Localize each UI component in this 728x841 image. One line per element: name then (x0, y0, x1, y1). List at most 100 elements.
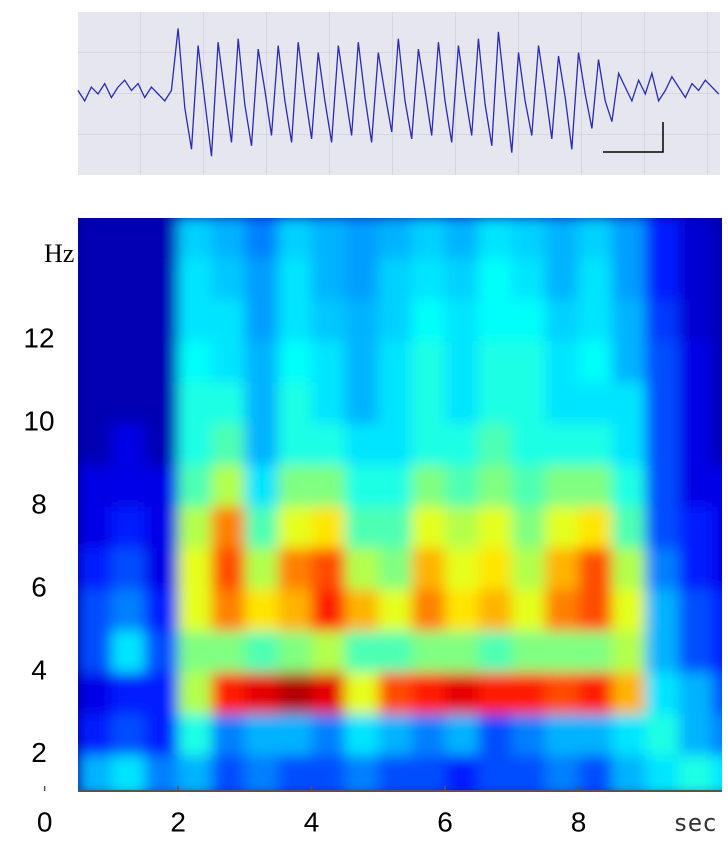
heatmap-cell (311, 588, 346, 631)
heatmap-cell (578, 257, 613, 300)
heatmap-cell (344, 588, 379, 631)
heatmap-cell (378, 298, 413, 341)
heatmap-cell (645, 630, 680, 673)
heatmap-cell (511, 713, 546, 756)
heatmap-cell (244, 713, 279, 756)
heatmap-cell (545, 671, 580, 714)
heatmap-cell (711, 713, 722, 756)
heatmap-cell (311, 754, 346, 790)
heatmap-cell (411, 671, 446, 714)
heatmap-cell (478, 218, 513, 258)
heatmap-cell (445, 713, 479, 756)
heatmap-cell (211, 506, 246, 549)
heatmap-cell (445, 464, 479, 507)
heatmap-cell (611, 547, 646, 590)
heatmap-cell (678, 381, 713, 424)
heatmap-cell (278, 671, 313, 714)
y-tick-label: 8 (31, 488, 47, 519)
heatmap-cell (445, 754, 479, 790)
heatmap-cell (244, 340, 279, 383)
y-tick-label: 12 (23, 323, 54, 354)
x-tick-label: 4 (304, 806, 320, 837)
heatmap-cell (311, 381, 346, 424)
heatmap-cell (478, 464, 513, 507)
heatmap-cell (178, 754, 212, 790)
heatmap (78, 218, 722, 790)
y-tick-label: 2 (31, 737, 47, 768)
heatmap-cell (411, 464, 446, 507)
heatmap-cell (178, 340, 212, 383)
heatmap-cell (111, 630, 146, 673)
heatmap-cell (545, 257, 580, 300)
heatmap-cell (511, 464, 546, 507)
x-tick-label: 6 (437, 806, 453, 837)
heatmap-cell (478, 340, 513, 383)
heatmap-cell (511, 257, 546, 300)
heatmap-cell (678, 547, 713, 590)
heatmap-cell (111, 381, 146, 424)
heatmap-cell (144, 506, 179, 549)
heatmap-cell (645, 340, 680, 383)
heatmap-cell (211, 671, 246, 714)
heatmap-cell (244, 381, 279, 424)
heatmap-cell (144, 340, 179, 383)
heatmap-cell (611, 754, 646, 790)
heatmap-cell (78, 464, 112, 507)
heatmap-cell (378, 754, 413, 790)
heatmap-cell (678, 588, 713, 631)
heatmap-cell (278, 754, 313, 790)
heatmap-cell (678, 340, 713, 383)
heatmap-cell (111, 506, 146, 549)
heatmap-cell (78, 257, 112, 300)
heatmap-cell (378, 257, 413, 300)
heatmap-cell (178, 588, 212, 631)
heatmap-cell (478, 713, 513, 756)
x-tick-label: 0 (37, 806, 53, 837)
heatmap-cell (411, 588, 446, 631)
heatmap-cell (111, 340, 146, 383)
heatmap-cell (678, 671, 713, 714)
heatmap-cell (478, 423, 513, 466)
x-tick-label: 8 (571, 806, 587, 837)
heatmap-cell (178, 218, 212, 258)
heatmap-cell (578, 754, 613, 790)
heatmap-cell (378, 713, 413, 756)
heatmap-cell (344, 381, 379, 424)
heatmap-cell (378, 506, 413, 549)
heatmap-cell (645, 464, 680, 507)
heatmap-cell (645, 381, 680, 424)
heatmap-cell (645, 257, 680, 300)
heatmap-cell (378, 588, 413, 631)
heatmap-cell (678, 506, 713, 549)
heatmap-cell (311, 506, 346, 549)
heatmap-cell (678, 713, 713, 756)
heatmap-cell (711, 298, 722, 341)
heatmap-cell (611, 257, 646, 300)
heatmap-cell (111, 298, 146, 341)
heatmap-cell (578, 588, 613, 631)
heatmap-cell (111, 671, 146, 714)
heatmap-cell (278, 464, 313, 507)
heatmap-cell (645, 506, 680, 549)
heatmap-cell (611, 381, 646, 424)
heatmap-cell (445, 298, 479, 341)
heatmap-cell (511, 381, 546, 424)
heatmap-cell (344, 257, 379, 300)
y-tick-label: 10 (23, 406, 54, 437)
heatmap-cell (578, 713, 613, 756)
heatmap-cell (678, 423, 713, 466)
heatmap-cell (611, 423, 646, 466)
heatmap-cell (344, 630, 379, 673)
heatmap-cell (578, 547, 613, 590)
heatmap-cell (445, 423, 479, 466)
heatmap-cell (178, 547, 212, 590)
heatmap-cell (378, 630, 413, 673)
heatmap-cell (578, 381, 613, 424)
heatmap-cell (278, 218, 313, 258)
heatmap-cell (78, 630, 112, 673)
heatmap-cell (344, 464, 379, 507)
heatmap-cell (611, 298, 646, 341)
heatmap-cell (111, 713, 146, 756)
heatmap-cell (478, 588, 513, 631)
heatmap-cell (511, 671, 546, 714)
